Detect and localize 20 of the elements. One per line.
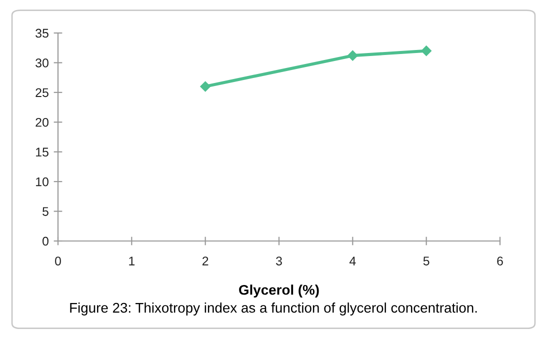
- caption: Figure 23: Thixotropy index as a function of glycerol concentration.: [70, 302, 477, 316]
- x-axis-title: Glycerol (%): [239, 284, 319, 298]
- x-tick-label: 5: [423, 256, 430, 266]
- point: [200, 81, 210, 92]
- y-tick-label: 5: [42, 207, 48, 216]
- y-tick-label: 10: [36, 177, 48, 186]
- y-tick-label: 30: [36, 58, 48, 68]
- point: [348, 50, 358, 61]
- point: [421, 46, 432, 56]
- x-tick-label: 2: [202, 256, 208, 266]
- x-tick-label: 0: [55, 256, 61, 266]
- y-tick-label: 25: [36, 88, 48, 98]
- y-tick-label: 35: [36, 28, 48, 38]
- x-tick-label: 3: [276, 256, 282, 266]
- x-tick-label: 6: [497, 256, 503, 266]
- y-tick-label: 20: [36, 118, 48, 127]
- x-tick-label: 1: [129, 256, 135, 266]
- x-tick-label: 4: [349, 256, 356, 266]
- y-tick-label: 0: [42, 236, 48, 246]
- y-tick-label: 15: [36, 148, 48, 157]
